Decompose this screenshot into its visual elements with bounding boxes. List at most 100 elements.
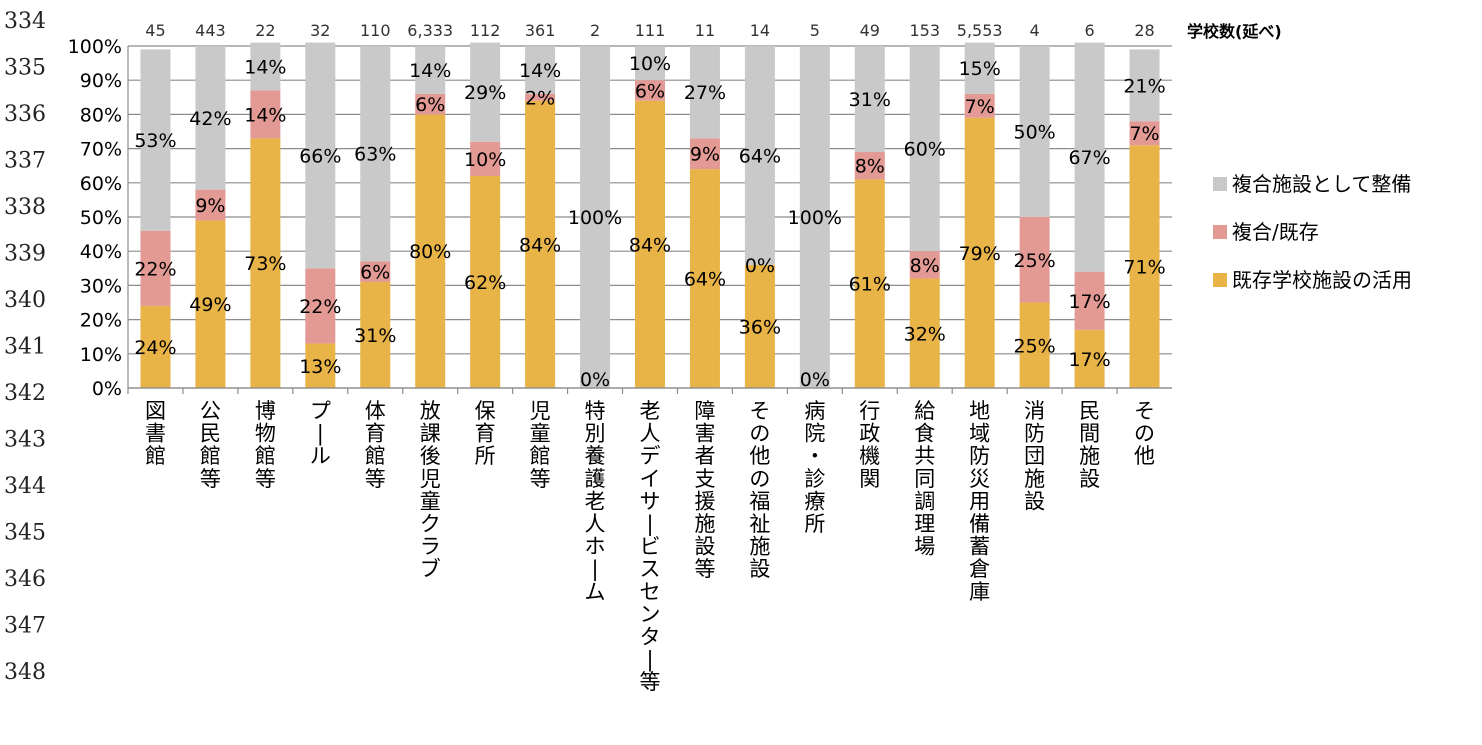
data-label: 73% xyxy=(244,253,286,275)
bar-segment xyxy=(525,93,556,101)
data-label: 9% xyxy=(195,195,225,217)
category-label: 民間施設 xyxy=(1079,399,1100,491)
data-label: 0% xyxy=(745,255,775,277)
data-label: 8% xyxy=(910,255,940,277)
bar-segment xyxy=(689,46,720,139)
school-count: 45 xyxy=(145,21,165,40)
line-number: 337 xyxy=(4,149,46,174)
school-count: 6,333 xyxy=(407,21,453,40)
data-label: 14% xyxy=(244,57,286,79)
data-label: 31% xyxy=(849,89,891,111)
category-label: 児童館等 xyxy=(530,399,551,491)
data-label: 31% xyxy=(354,325,396,347)
data-label: 64% xyxy=(684,269,726,291)
bar-segment xyxy=(1074,329,1105,388)
line-number: 341 xyxy=(4,335,46,360)
bar-segment xyxy=(964,117,995,388)
line-number: 339 xyxy=(4,242,46,267)
line-number: 340 xyxy=(4,288,46,313)
y-tick-label: 70% xyxy=(80,139,122,161)
data-label: 14% xyxy=(409,60,451,82)
data-label: 21% xyxy=(1123,75,1165,97)
data-label: 64% xyxy=(739,145,781,167)
category-label: 地域防災用備蓄倉庫 xyxy=(969,399,990,604)
bar-segment xyxy=(415,114,446,389)
data-label: 32% xyxy=(904,323,946,345)
bar-segment xyxy=(250,90,281,139)
bar-segment xyxy=(635,100,665,388)
segment-labels: 24% 22% 53% 49% 9% 42% 73% 14% 14% 13% 22% 66% 31% 6%… xyxy=(134,53,1165,391)
school-counts: 45 443 22 32 110 6,333 112 361 2 111 11 14 5 49 153 5,5… xyxy=(145,21,1154,40)
data-label: 7% xyxy=(965,96,995,118)
data-label: 100% xyxy=(788,207,842,229)
bar-segment xyxy=(305,268,336,344)
line-number: 338 xyxy=(4,195,46,220)
data-label: 84% xyxy=(629,234,671,256)
school-count: 22 xyxy=(255,21,275,40)
data-label: 25% xyxy=(1014,250,1056,272)
data-label: 22% xyxy=(134,258,176,280)
data-label: 62% xyxy=(464,272,506,294)
school-count: 112 xyxy=(470,21,501,40)
bar-segment xyxy=(360,261,391,282)
category-label: 体育館等 xyxy=(365,399,386,491)
line-numbers: 334 335 336 337 338 339 340 341 342 343 344 345 346 3… xyxy=(4,9,46,685)
bar-segment xyxy=(1019,217,1050,303)
line-number: 347 xyxy=(4,614,46,639)
legend-label: 複合施設として整備 xyxy=(1232,172,1411,196)
data-label: 80% xyxy=(409,241,451,263)
data-label: 10% xyxy=(629,53,671,75)
legend-label: 複合/既存 xyxy=(1232,220,1319,244)
data-label: 50% xyxy=(1014,122,1056,144)
bar-segment xyxy=(360,281,391,388)
bar-segment xyxy=(470,175,501,388)
category-label: その他 xyxy=(1134,399,1155,468)
category-label: 病院・診療所 xyxy=(804,399,825,536)
bar-segment xyxy=(525,100,556,388)
line-number: 342 xyxy=(4,381,46,406)
bar-segment xyxy=(470,141,501,176)
bar-segment xyxy=(470,42,501,142)
bar-segment xyxy=(305,343,336,388)
data-label: 63% xyxy=(354,144,396,166)
data-label: 27% xyxy=(684,82,726,104)
category-label: 放課後児童クラブ xyxy=(420,399,441,581)
data-label: 79% xyxy=(959,243,1001,265)
data-label: 17% xyxy=(1068,349,1110,371)
y-tick-label: 90% xyxy=(80,70,122,92)
category-label: 保育所 xyxy=(475,399,496,468)
category-labels: 図書館 公民館等 博物館等 プ|ル 体育館等 放課後児童クラブ 保育所 児童館等 特別養護老人ホ… xyxy=(145,399,1155,694)
data-label: 17% xyxy=(1068,291,1110,313)
line-number: 344 xyxy=(4,474,46,499)
data-label: 15% xyxy=(959,58,1001,80)
school-count: 11 xyxy=(695,21,715,40)
category-label: 消防団施設 xyxy=(1024,399,1045,513)
bar-segment xyxy=(250,42,281,91)
bar-segment xyxy=(580,46,611,388)
line-number: 343 xyxy=(4,428,46,453)
data-label: 13% xyxy=(299,356,341,378)
category-label: 障害者支援施設等 xyxy=(694,399,715,581)
school-count: 4 xyxy=(1030,21,1040,40)
school-count: 110 xyxy=(360,21,391,40)
count-title: 学校数(延べ) xyxy=(1187,22,1282,41)
bar-segment xyxy=(964,42,995,94)
line-number: 345 xyxy=(4,521,46,546)
line-number: 336 xyxy=(4,102,46,127)
bar-segment xyxy=(854,46,885,153)
data-label: 36% xyxy=(739,316,781,338)
bar-segment xyxy=(195,189,226,221)
data-label: 29% xyxy=(464,82,506,104)
school-count: 28 xyxy=(1134,21,1154,40)
category-label: 公民館等 xyxy=(200,399,221,491)
school-count: 111 xyxy=(635,21,666,40)
school-count: 32 xyxy=(310,21,330,40)
data-label: 24% xyxy=(134,337,176,359)
category-label: 特別養護老人ホ|ム xyxy=(585,399,606,604)
data-label: 6% xyxy=(635,80,665,102)
category-label: その他の福祉施設 xyxy=(749,399,770,581)
category-label: 博物館等 xyxy=(255,399,276,491)
bar-segment xyxy=(1074,42,1105,272)
y-tick-label: 10% xyxy=(80,344,122,366)
